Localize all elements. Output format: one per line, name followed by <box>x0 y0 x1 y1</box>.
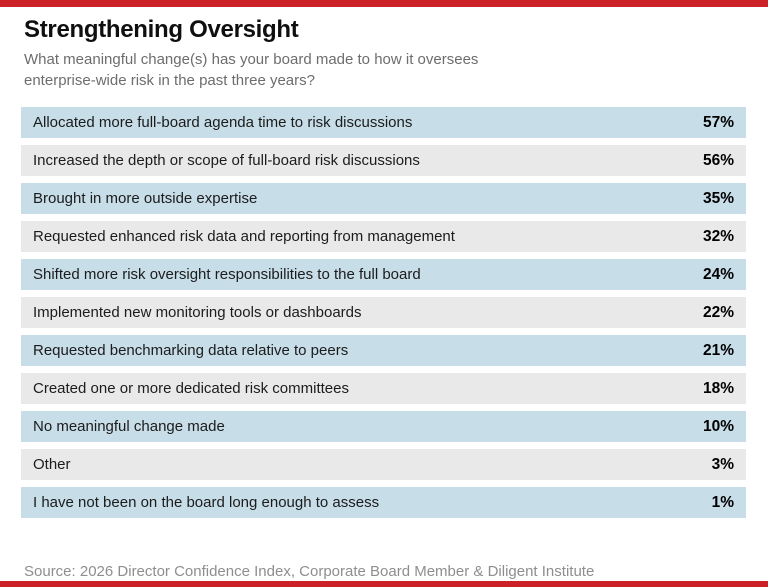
table-row: Requested benchmarking data relative to … <box>21 335 746 366</box>
row-value: 56% <box>702 151 734 169</box>
row-label: Requested enhanced risk data and reporti… <box>33 228 455 245</box>
row-value: 10% <box>702 417 734 435</box>
table-row: Requested enhanced risk data and reporti… <box>21 221 746 252</box>
table-row: Created one or more dedicated risk commi… <box>21 373 746 404</box>
table-row: Increased the depth or scope of full-boa… <box>21 145 746 176</box>
row-label: Increased the depth or scope of full-boa… <box>33 152 420 169</box>
table-row: I have not been on the board long enough… <box>21 487 746 518</box>
rows-list: Allocated more full-board agenda time to… <box>21 107 746 518</box>
table-row: No meaningful change made 10% <box>21 411 746 442</box>
row-value: 18% <box>702 379 734 397</box>
row-value: 57% <box>702 113 734 131</box>
source-attribution: Source: 2026 Director Confidence Index, … <box>24 563 595 580</box>
row-value: 3% <box>711 455 734 473</box>
row-value: 22% <box>702 303 734 321</box>
table-row: Implemented new monitoring tools or dash… <box>21 297 746 328</box>
top-red-rule <box>0 0 768 7</box>
row-label: Allocated more full-board agenda time to… <box>33 114 413 131</box>
table-row: Allocated more full-board agenda time to… <box>21 107 746 138</box>
row-value: 21% <box>702 341 734 359</box>
row-value: 24% <box>702 265 734 283</box>
row-value: 1% <box>711 493 734 511</box>
chart-subtitle-question: What meaningful change(s) has your board… <box>24 51 479 89</box>
bottom-red-rule <box>0 581 768 587</box>
table-row: Other 3% <box>21 449 746 480</box>
row-label: I have not been on the board long enough… <box>33 494 380 511</box>
row-label: Implemented new monitoring tools or dash… <box>33 304 362 321</box>
table-row: Brought in more outside expertise 35% <box>21 183 746 214</box>
row-value: 35% <box>702 189 734 207</box>
row-label: Created one or more dedicated risk commi… <box>33 380 349 397</box>
row-label: Shifted more risk oversight responsibili… <box>33 266 421 283</box>
row-label: Brought in more outside expertise <box>33 190 258 207</box>
row-label: Requested benchmarking data relative to … <box>33 342 349 359</box>
row-value: 32% <box>702 227 734 245</box>
row-label: No meaningful change made <box>33 418 225 435</box>
table-row: Shifted more risk oversight responsibili… <box>21 259 746 290</box>
page-title: Strengthening Oversight <box>24 16 299 43</box>
row-label: Other <box>33 456 71 473</box>
